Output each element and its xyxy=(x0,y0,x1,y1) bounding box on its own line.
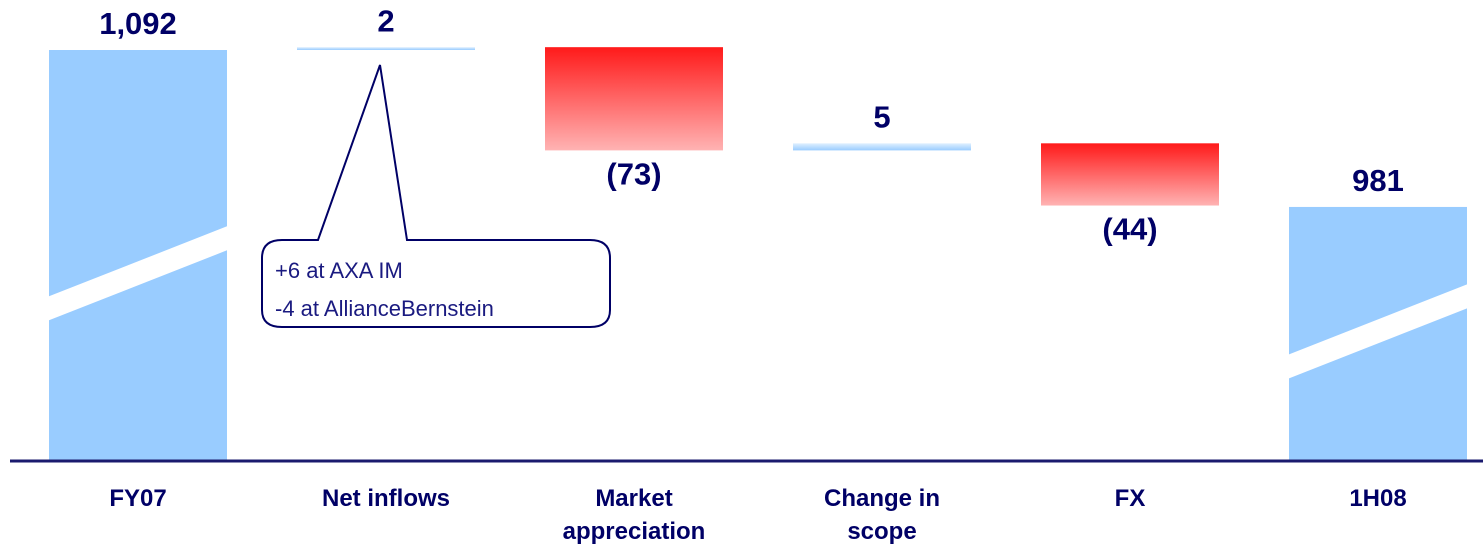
category-label: Market appreciation xyxy=(562,485,706,545)
category-label: Net inflows xyxy=(321,485,450,512)
category-label: Change in scope xyxy=(823,485,940,545)
category-label: FY07 xyxy=(109,485,167,512)
axis-break xyxy=(49,226,227,321)
value-label: 5 xyxy=(873,100,890,135)
category-label: FX xyxy=(1114,485,1146,512)
value-label: 1,092 xyxy=(99,6,177,41)
value-label: 2 xyxy=(377,3,394,38)
bar xyxy=(1041,143,1219,206)
value-label: (44) xyxy=(1102,212,1157,247)
category-label: 1H08 xyxy=(1349,485,1407,512)
annotation: -4 at AllianceBernstein xyxy=(275,296,494,321)
annotation: +6 at AXA IM xyxy=(275,258,403,283)
callout xyxy=(261,64,611,328)
bar xyxy=(297,47,475,50)
bar xyxy=(545,47,723,151)
bars xyxy=(49,47,1467,460)
bar xyxy=(793,143,971,151)
axis-break xyxy=(1289,284,1467,379)
value-label: (73) xyxy=(606,157,661,192)
value-label: 981 xyxy=(1352,163,1404,198)
